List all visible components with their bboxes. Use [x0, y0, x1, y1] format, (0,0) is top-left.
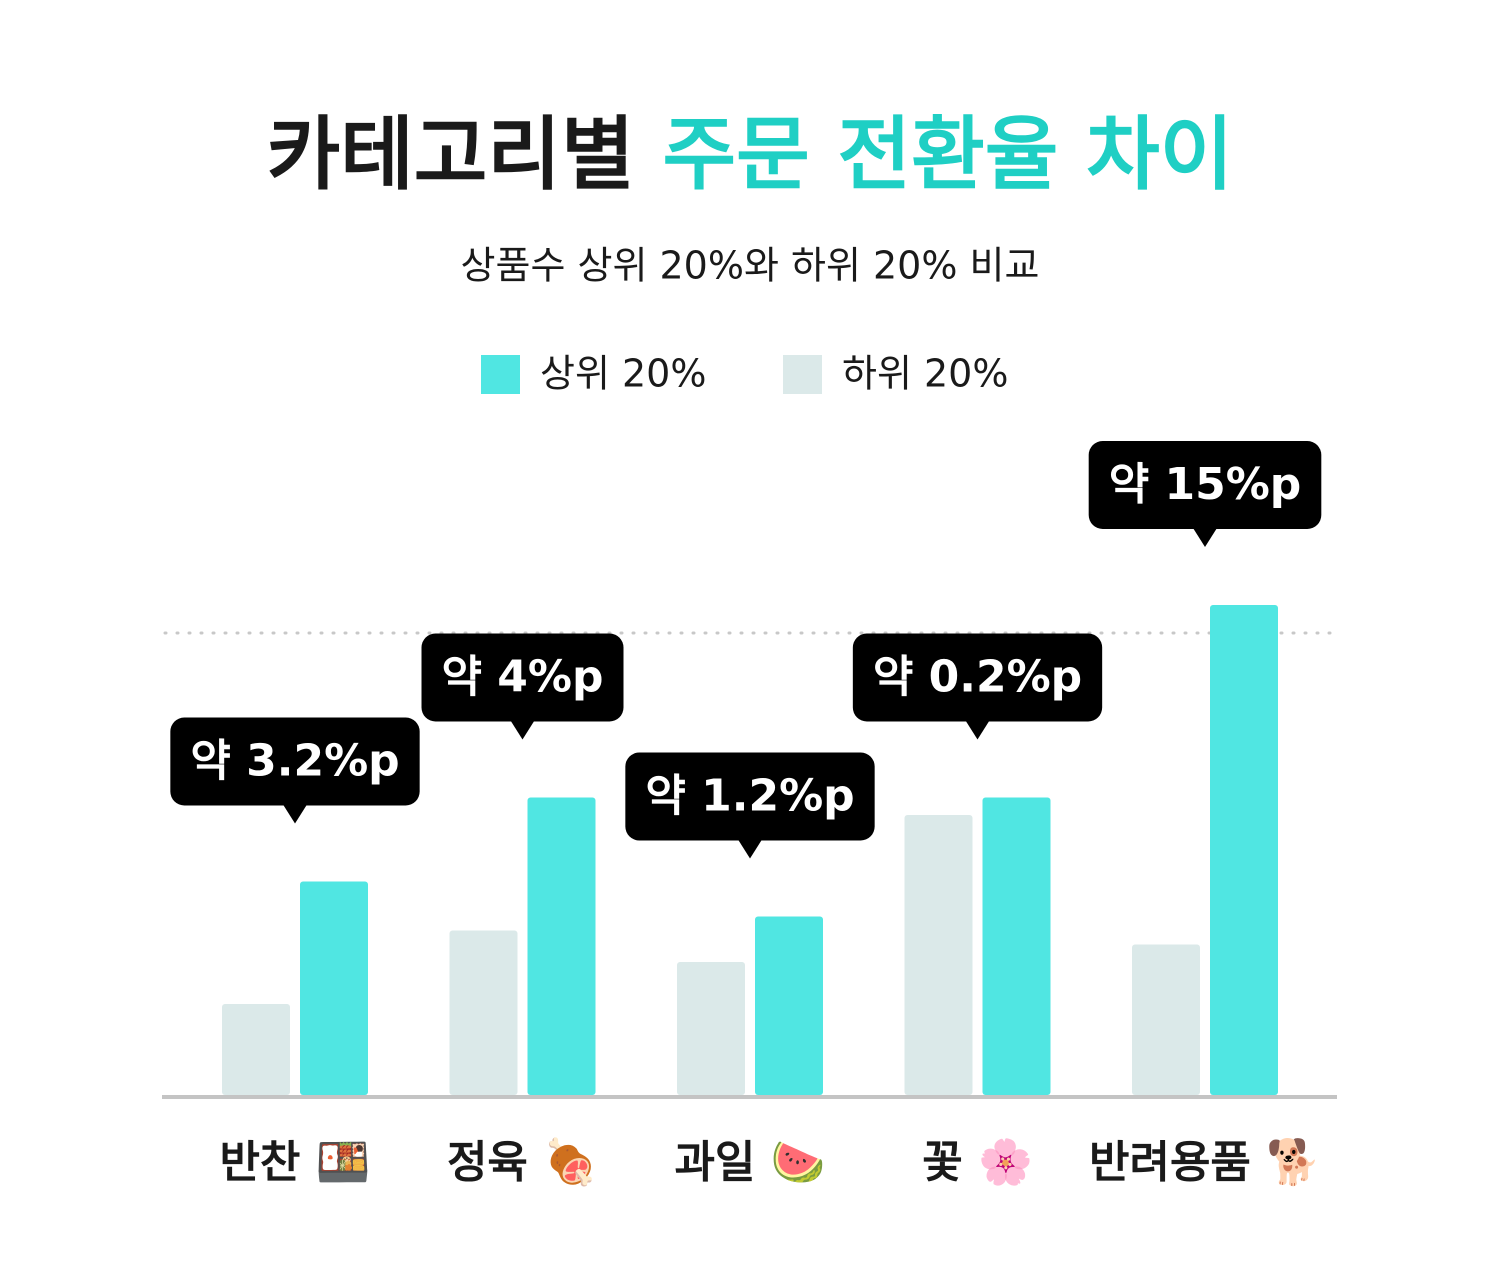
bar — [1132, 944, 1200, 1095]
annotation-bubble — [1088, 441, 1322, 529]
bar — [300, 881, 368, 1095]
bar — [527, 797, 596, 1095]
bar — [755, 916, 823, 1095]
title-part: 카테고리별 — [267, 108, 635, 201]
bar — [1210, 605, 1278, 1095]
annotation-pointer — [283, 804, 307, 824]
bar — [904, 815, 973, 1095]
bar — [449, 930, 518, 1095]
x-tick-label: 반려용품 🐕 — [1089, 1137, 1321, 1188]
bar — [677, 962, 745, 1095]
x-tick-label: 반찬 🍱 — [219, 1137, 370, 1188]
chart-title: 카테고리별 주문 전환율 차이 — [267, 108, 1234, 201]
legend-label: 하위 20% — [842, 352, 1008, 396]
x-tick-label: 과일 🍉 — [674, 1137, 825, 1188]
bar — [222, 1004, 290, 1095]
annotation-label: 약 1.2%p — [645, 771, 854, 822]
legend-swatch — [783, 355, 822, 394]
annotation-pointer — [510, 720, 535, 740]
annotation-label: 약 4%p — [442, 652, 604, 703]
annotation-label: 약 3.2%p — [190, 736, 399, 787]
annotation-bubble — [852, 633, 1103, 722]
annotation-pointer — [965, 720, 990, 740]
x-tick-label: 정육 🍖 — [447, 1135, 598, 1190]
annotation-label: 약 0.2%p — [873, 652, 1082, 703]
bar — [982, 797, 1051, 1095]
title-part: 주문 전환율 차이 — [662, 108, 1233, 201]
annotation-pointer — [738, 839, 762, 859]
annotation-label: 약 15%p — [1109, 459, 1302, 510]
annotation-bubble — [625, 752, 875, 841]
annotation-bubble — [421, 633, 624, 722]
annotation-bubble — [170, 717, 420, 806]
legend-label: 상위 20% — [540, 352, 706, 396]
annotation-pointer — [1193, 528, 1217, 547]
legend-swatch — [481, 355, 520, 394]
chart-subtitle: 상품수 상위 20%와 하위 20% 비교 — [461, 244, 1040, 288]
x-tick-label: 꽃 🌸 — [922, 1137, 1033, 1188]
